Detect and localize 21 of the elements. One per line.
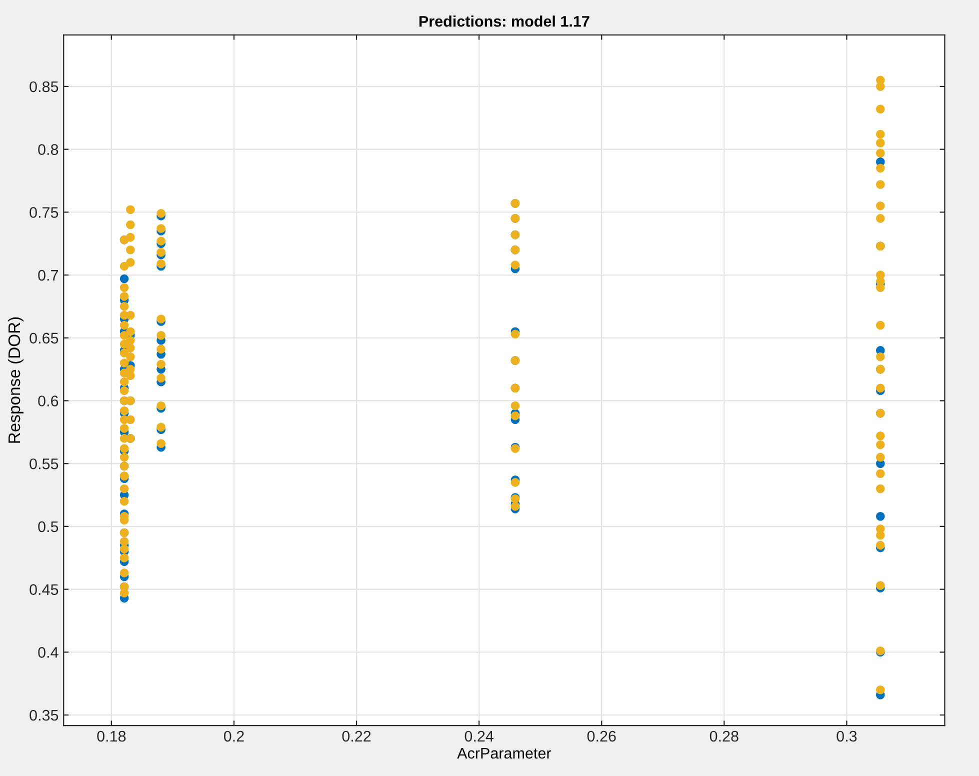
- y-tick-label: 0.45: [30, 584, 58, 595]
- y-tick-label: 0.55: [30, 458, 58, 470]
- x-axis-title: AcrParameter: [457, 748, 552, 759]
- x-tick-label: 0.22: [342, 730, 371, 742]
- x-tick-label: 0.3: [836, 730, 857, 742]
- y-tick-label: 0.8: [38, 144, 58, 155]
- y-tick-label: 0.4: [38, 647, 58, 658]
- x-tick-label: 0.18: [97, 730, 126, 742]
- x-tick-label: 0.2: [224, 730, 244, 742]
- x-tick-label: 0.24: [464, 730, 494, 742]
- y-tick-label: 0.35: [30, 710, 58, 721]
- x-tick-label: 0.28: [710, 730, 738, 742]
- y-tick-label: 0.6: [38, 396, 58, 406]
- y-tick-label: 0.85: [30, 81, 58, 92]
- y-tick-label: 0.7: [38, 270, 58, 281]
- y-tick-label: 0.75: [30, 207, 58, 218]
- y-tick-label: 0.5: [38, 521, 58, 532]
- y-axis-title: Response (DOR): [8, 317, 24, 443]
- chart-title: Predictions: model 1.17: [419, 16, 590, 27]
- y-tick-label: 0.65: [30, 332, 58, 344]
- x-tick-label: 0.26: [587, 730, 616, 742]
